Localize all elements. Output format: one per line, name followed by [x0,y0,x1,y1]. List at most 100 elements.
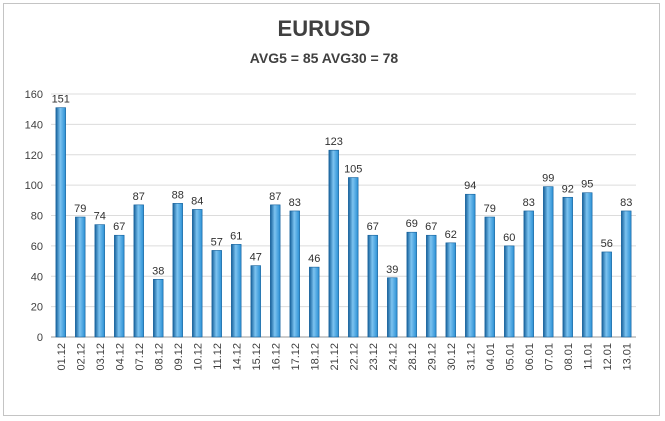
y-tick-label: 20 [31,302,43,314]
x-tick-label: 06.01 [524,343,536,371]
x-tick-label: 15.12 [251,343,263,371]
y-tick-label: 120 [25,150,43,162]
bar [289,210,300,338]
x-tick-label: 30.12 [446,343,458,371]
y-tick-label: 140 [25,119,43,131]
x-tick-label: 04.01 [485,343,497,371]
data-label: 57 [211,236,223,248]
x-tick-label: 03.12 [95,343,107,371]
bar [367,234,378,338]
data-label: 60 [503,232,515,244]
data-label: 74 [94,211,106,223]
chart-title: EURUSD [278,16,371,41]
bar [270,204,281,338]
x-tick-label: 23.12 [368,343,380,371]
y-tick-label: 100 [25,180,43,192]
data-label: 79 [484,203,496,215]
bar [153,278,164,338]
y-tick-label: 0 [37,332,43,344]
data-label: 123 [325,136,343,148]
bar [504,245,515,338]
x-tick-label: 16.12 [270,343,282,371]
bar [621,210,632,338]
x-tick-label: 02.12 [75,343,87,371]
bar [387,277,398,338]
x-tick-label: 24.12 [387,343,399,371]
bar [465,193,476,338]
bars [55,107,632,338]
data-label: 61 [230,230,242,242]
bar [582,192,593,338]
data-label: 83 [620,197,632,209]
x-tick-label: 29.12 [426,343,438,371]
y-tick-label: 60 [31,241,43,253]
x-tick-label: 04.12 [114,343,126,371]
data-label: 88 [172,189,184,201]
x-tick-label: 22.12 [348,343,360,371]
bar [348,177,359,338]
data-label: 95 [581,179,593,191]
data-label: 99 [542,173,554,185]
x-tick-label: 14.12 [231,343,243,371]
data-label: 47 [250,252,262,264]
bar-chart: EURUSD AVG5 = 85 AVG30 = 78 0 20 40 60 80 100… [25,16,636,371]
x-tick-label: 13.01 [621,343,633,371]
data-label: 105 [344,164,362,176]
data-label: 83 [523,197,535,209]
bar [55,107,66,338]
data-label: 56 [601,238,613,250]
bar [484,216,495,338]
data-label: 94 [464,180,476,192]
y-axis: 0 20 40 60 80 100 120 140 160 [25,89,43,344]
bar [426,234,437,338]
data-label: 39 [386,264,398,276]
data-label: 92 [562,183,574,195]
x-tick-label: 05.01 [504,343,516,371]
bar [328,149,339,338]
x-tick-label: 01.12 [56,343,68,371]
data-label: 83 [289,197,301,209]
bar [309,266,320,338]
bar [231,244,242,338]
x-tick-label: 17.12 [290,343,302,371]
data-label: 79 [74,203,86,215]
data-labels: 151 79 74 67 87 38 88 84 57 61 47 87 83 46 123 105 67 39 6… [52,94,633,278]
data-label: 67 [113,221,125,233]
data-label: 62 [445,229,457,241]
x-tick-label: 21.12 [329,343,341,371]
y-tick-label: 160 [25,89,43,101]
data-label: 87 [269,191,281,203]
x-tick-label: 18.12 [309,343,321,371]
data-label: 87 [133,191,145,203]
x-tick-label: 09.12 [173,343,185,371]
data-label: 69 [406,218,418,230]
x-axis: 01.12 02.12 03.12 04.12 07.12 08.12 09.12 10.12… [56,343,634,371]
bar [562,196,573,338]
bar [192,209,203,338]
x-tick-label: 12.01 [602,343,614,371]
bar [133,204,144,338]
bar [601,251,612,338]
gridlines [51,93,636,338]
bar [211,250,222,338]
bar [94,224,105,338]
x-tick-label: 08.12 [153,343,165,371]
x-tick-label: 11.12 [212,343,224,370]
x-tick-label: 07.12 [134,343,146,371]
y-tick-label: 80 [31,211,43,223]
bar [114,234,125,338]
x-tick-label: 31.12 [465,343,477,371]
x-tick-label: 10.12 [192,343,204,371]
data-label: 67 [367,221,379,233]
data-label: 38 [152,265,164,277]
x-tick-label: 07.01 [543,343,555,371]
chart-subtitle: AVG5 = 85 AVG30 = 78 [250,50,399,66]
bar [75,216,86,338]
x-tick-label: 28.12 [407,343,419,371]
chart-frame: EURUSD AVG5 = 85 AVG30 = 78 0 20 40 60 80 100… [3,3,660,416]
data-label: 151 [52,94,70,106]
x-tick-label: 08.01 [563,343,575,371]
bar [543,186,554,338]
y-tick-label: 40 [31,271,43,283]
x-tick-label: 11.01 [582,343,594,370]
